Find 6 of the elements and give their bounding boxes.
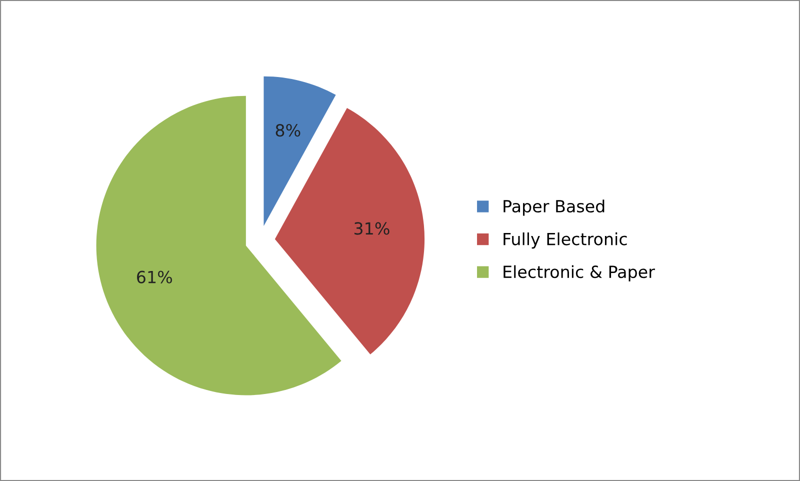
data-label: 61% — [137, 270, 172, 284]
data-label: 8% — [276, 124, 300, 137]
legend-label: Paper Based — [504, 200, 604, 216]
legend-label: Fully Electronic — [504, 232, 627, 249]
legend-label: Electronic & Paper — [504, 265, 655, 282]
data-label: 31% — [354, 222, 390, 235]
